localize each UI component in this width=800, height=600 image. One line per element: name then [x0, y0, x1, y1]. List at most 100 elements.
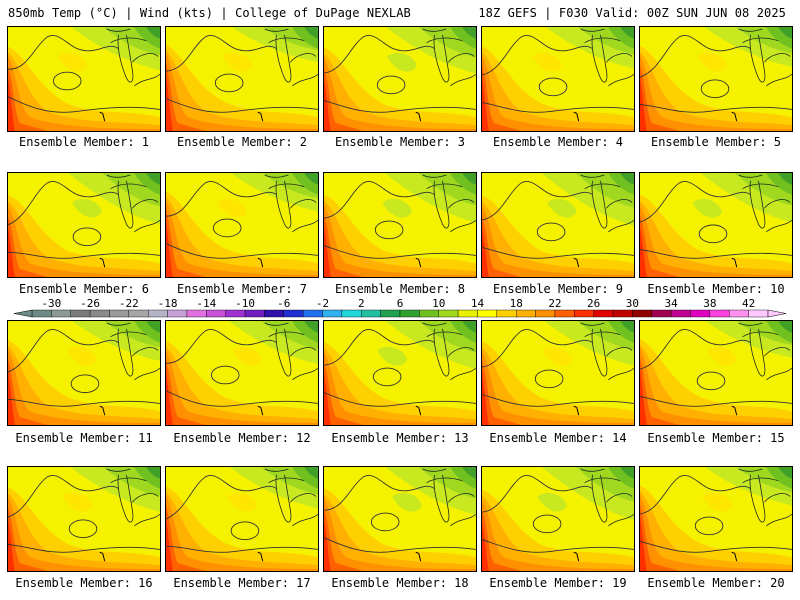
great-lakes-outline: [738, 174, 792, 233]
temperature-field: [166, 27, 318, 131]
temperature-patch: [222, 52, 252, 72]
temperature-band: [482, 347, 634, 425]
temperature-patch: [387, 52, 417, 72]
temperature-band: [324, 227, 331, 277]
ensemble-member-label: Ensemble Member: 15: [647, 431, 785, 445]
temperature-band: [8, 493, 160, 571]
height-contour: [538, 77, 568, 97]
wind-barb: [257, 257, 264, 268]
temperature-patch: [232, 346, 262, 366]
run-valid-time: 18Z GEFS | F030 Valid: 00Z SUN JUN 08 20…: [478, 6, 786, 20]
temperature-patch: [707, 346, 737, 366]
height-contour: [72, 227, 102, 247]
cool-band: [620, 27, 634, 39]
colorbar-tick-label: 10: [432, 297, 445, 310]
height-contour: [640, 396, 792, 407]
temperature-band: [8, 518, 15, 571]
height-contour: [482, 394, 634, 407]
height-contour: [482, 102, 634, 113]
height-contour: [166, 390, 318, 407]
height-contour: [534, 369, 564, 389]
ensemble-member-label: Ensemble Member: 11: [15, 431, 153, 445]
colorbar-tick-label: -30: [41, 297, 61, 310]
temperature-band: [482, 206, 634, 277]
height-contour: [8, 96, 160, 113]
ensemble-member-map: [639, 172, 793, 278]
height-contour: [482, 475, 593, 513]
height-contour: [166, 35, 277, 72]
height-contour: [8, 181, 119, 226]
temperature-band: [640, 45, 792, 131]
colorbar-bin: [516, 309, 536, 318]
colorbar-bin: [167, 309, 188, 318]
wind-barb: [99, 111, 106, 122]
colorbar-tick-label: -26: [80, 297, 100, 310]
height-contour: [8, 35, 119, 70]
colorbar-bin: [264, 309, 284, 318]
temperature-band: [482, 500, 634, 571]
height-contour: [324, 181, 435, 219]
wind-barb: [99, 257, 106, 268]
temperature-band: [8, 205, 160, 277]
cool-band: [778, 467, 792, 479]
great-lakes-outline: [422, 28, 476, 87]
temperature-patch: [537, 492, 567, 512]
cool-band: [146, 27, 160, 39]
wind-barb: [731, 257, 738, 268]
colorbar-tick-label: 26: [587, 297, 600, 310]
height-contour: [166, 475, 277, 520]
cool-band: [304, 27, 318, 39]
height-contour: [532, 514, 562, 534]
colorbar-bin: [109, 309, 130, 318]
ensemble-member-label: Ensemble Member: 2: [176, 135, 308, 149]
height-contour: [640, 249, 792, 259]
temperature-band: [166, 221, 173, 277]
height-contour: [210, 365, 240, 385]
temperature-field: [324, 27, 476, 131]
temperature-band: [324, 494, 476, 571]
temperature-field: [324, 467, 476, 571]
temperature-band: [324, 53, 476, 131]
colorbar-tick-label: 22: [548, 297, 561, 310]
colorbar-bin: [380, 309, 401, 318]
height-contour: [166, 243, 318, 259]
ensemble-member-map: [639, 26, 793, 132]
ensemble-member-map: [481, 320, 635, 426]
great-lakes-outline: [106, 174, 160, 233]
wind-barb: [257, 405, 264, 416]
temperature-band: [166, 200, 318, 277]
temperature-field: [482, 321, 634, 425]
ensemble-member-map: [165, 466, 319, 572]
temperature-band: [8, 46, 160, 131]
temperature-band: [166, 191, 318, 277]
temperature-band: [324, 57, 476, 131]
temperature-patch: [57, 52, 87, 72]
ensemble-member-map: [481, 466, 635, 572]
temperature-band: [640, 485, 792, 571]
temperature-band: [640, 55, 792, 131]
colorbar-tick-label: 38: [703, 297, 716, 310]
temperature-band: [482, 522, 489, 571]
cool-band: [778, 27, 792, 39]
great-lakes-outline: [422, 174, 476, 233]
temperature-patch: [532, 52, 562, 72]
temperature-band: [8, 349, 160, 425]
ensemble-member-map: [323, 320, 477, 426]
height-contour: [8, 399, 160, 407]
colorbar-bin: [438, 309, 459, 318]
height-contour: [640, 104, 792, 113]
temperature-band: [640, 338, 792, 425]
colorbar-bin: [128, 309, 149, 318]
colorbar-tick-label: -14: [196, 297, 216, 310]
temperature-band: [166, 517, 173, 571]
colorbar-bin: [31, 309, 52, 318]
temperature-field: [640, 173, 792, 277]
cool-band: [146, 467, 160, 479]
great-lakes-outline: [580, 28, 634, 87]
wind-barb: [257, 551, 264, 562]
height-contour: [324, 35, 435, 74]
temperature-band: [640, 76, 647, 131]
wind-barb: [573, 551, 580, 562]
temperature-band: [166, 44, 318, 131]
height-contour: [694, 516, 724, 536]
